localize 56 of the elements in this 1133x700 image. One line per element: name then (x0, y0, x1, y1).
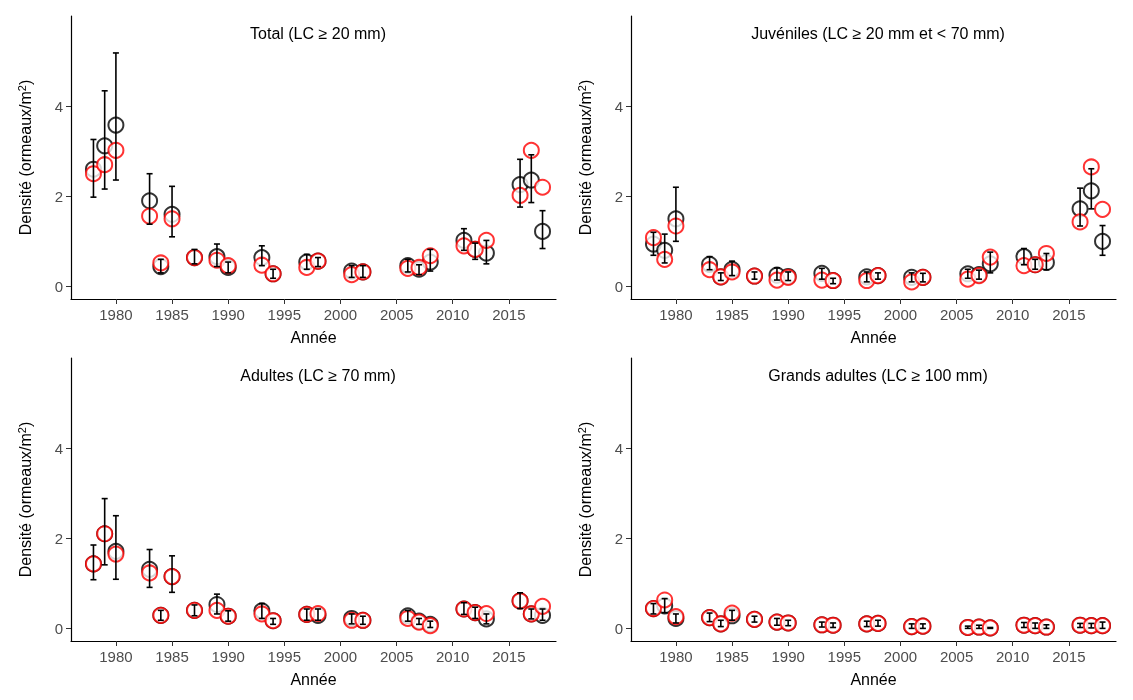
x-tick-label: 1985 (155, 306, 189, 323)
x-tick-label: 2005 (939, 306, 974, 323)
y-axis-title: Densité (ormeaux/m2) (15, 79, 34, 236)
x-tick-label: 1980 (99, 648, 133, 665)
y-tick-label: 0 (614, 277, 623, 295)
x-tick-label: 2010 (996, 648, 1030, 665)
x-tick-label: 2005 (379, 648, 414, 665)
text: Adultes (LC ≥ 70 mm) (240, 366, 396, 384)
y-tick-label: 2 (614, 187, 623, 205)
x-tick-label: 2010 (996, 306, 1030, 323)
text: Total (LC ≥ 20 mm) (250, 24, 386, 42)
x-tick-label: 1985 (715, 648, 749, 665)
y-axis-title: Densité (ormeaux/m2) (575, 79, 594, 236)
x-tick-label: 1995 (267, 306, 301, 323)
y-tick-label: 4 (54, 97, 63, 115)
x-tick-label: 1985 (715, 306, 749, 323)
x-tick-label: 2005 (939, 648, 974, 665)
x-tick-label: 2015 (1052, 306, 1086, 323)
x-tick-label: 1995 (267, 648, 301, 665)
y-axis-title: Densité (ormeaux/m2) (575, 421, 594, 578)
x-tick-label: 2010 (436, 648, 470, 665)
y-axis-title: Densité (ormeaux/m2) (15, 421, 34, 578)
x-tick-label: 1990 (771, 648, 805, 665)
x-tick-label: 1980 (659, 648, 693, 665)
y-tick-label: 0 (54, 277, 63, 295)
x-tick-label: 2005 (379, 306, 414, 323)
y-tick-label: 4 (54, 439, 63, 457)
x-tick-label: 1995 (827, 306, 861, 323)
y-tick-label: 0 (54, 619, 63, 637)
y-tick-label: 2 (54, 529, 63, 547)
x-tick-label: 2010 (436, 306, 470, 323)
x-tick-label: 2000 (323, 306, 358, 323)
x-tick-label: 2015 (1052, 648, 1086, 665)
x-axis-title: Année (850, 670, 897, 688)
x-tick-label: 1980 (659, 306, 693, 323)
x-tick-label: 2015 (492, 648, 526, 665)
text: Juvéniles (LC ≥ 20 mm et < 70 mm) (751, 24, 1005, 42)
x-axis-title: Année (290, 328, 337, 346)
x-axis-title: Année (290, 670, 337, 688)
x-tick-label: 2015 (492, 306, 526, 323)
x-tick-label: 1990 (211, 306, 245, 323)
x-tick-label: 2000 (883, 648, 918, 665)
x-axis-title: Année (850, 328, 897, 346)
x-tick-label: 1980 (99, 306, 133, 323)
y-tick-label: 4 (614, 439, 623, 457)
y-tick-label: 4 (614, 97, 623, 115)
x-tick-label: 1985 (155, 648, 189, 665)
text: Grands adultes (LC ≥ 100 mm) (768, 366, 988, 384)
x-tick-label: 2000 (883, 306, 918, 323)
x-tick-label: 2000 (323, 648, 358, 665)
y-tick-label: 2 (614, 529, 623, 547)
x-tick-label: 1995 (827, 648, 861, 665)
y-tick-label: 2 (54, 187, 63, 205)
x-tick-label: 1990 (771, 306, 805, 323)
x-tick-label: 1990 (211, 648, 245, 665)
y-tick-label: 0 (614, 619, 623, 637)
